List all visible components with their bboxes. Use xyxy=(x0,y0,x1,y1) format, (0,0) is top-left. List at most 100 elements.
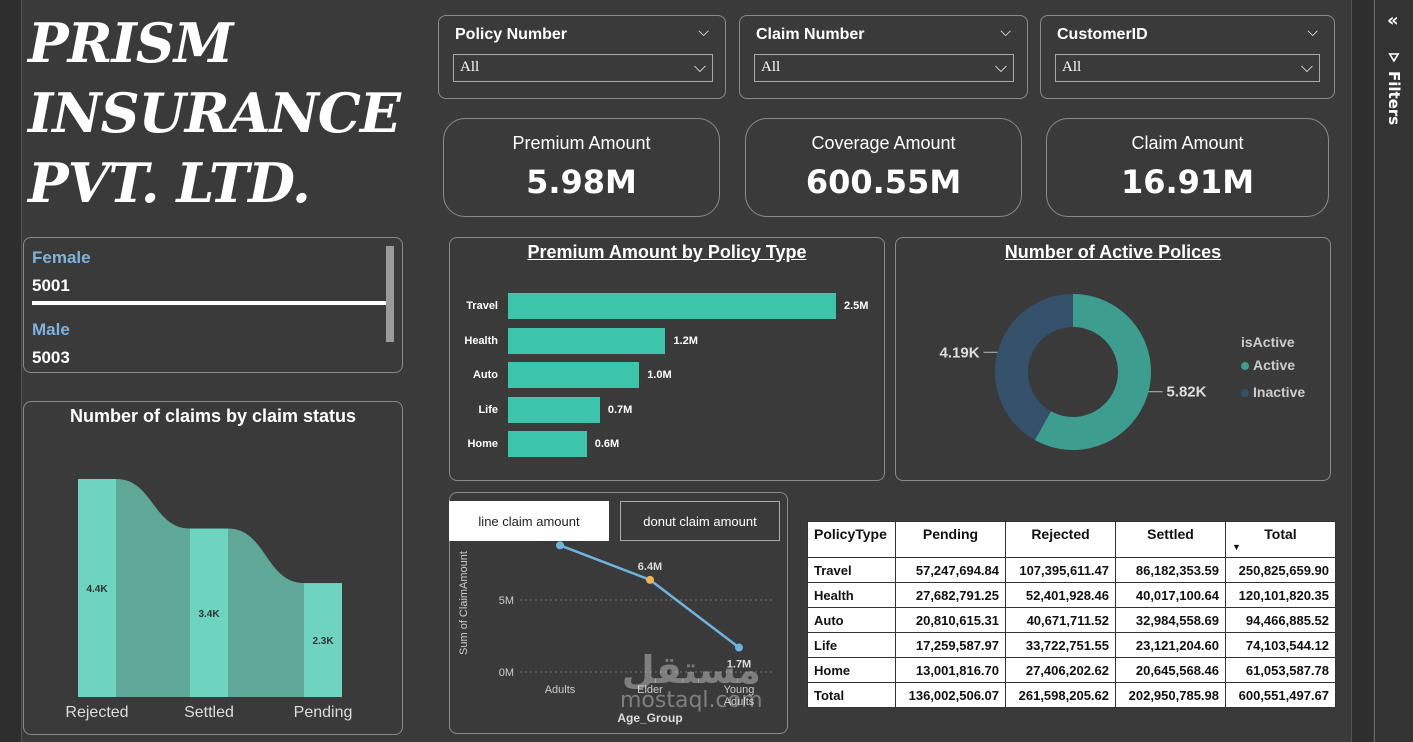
bar[interactable] xyxy=(304,583,342,697)
category-label: Settled xyxy=(184,704,234,721)
ribbon xyxy=(116,479,190,697)
table-cell: 74,103,544.12 xyxy=(1225,632,1336,658)
filters-label: Filters xyxy=(1385,71,1403,126)
legend-label: Active xyxy=(1253,357,1296,373)
table-cell: 33,722,751.55 xyxy=(1005,632,1116,658)
scrollbar[interactable] xyxy=(386,246,394,342)
bar[interactable] xyxy=(508,396,600,423)
kpi-premium-amount: Premium Amount 5.98M xyxy=(443,118,720,217)
sort-descending-icon[interactable]: ▼ xyxy=(1232,542,1241,552)
slicer-dropdown[interactable]: All ⌵ xyxy=(453,54,713,82)
table-cell: Total xyxy=(807,682,896,708)
y-tick-label: 5M xyxy=(499,595,514,607)
dropdown-arrow-icon[interactable]: ⌵ xyxy=(994,57,1007,76)
bar-value-label: 2.5M xyxy=(844,300,869,312)
x-tick-label: Young Adults xyxy=(724,684,755,708)
chevron-down-icon[interactable]: ⌵ xyxy=(1000,24,1011,40)
bar-value-label: 4.4K xyxy=(86,584,108,595)
active-policies-visual[interactable]: Number of Active Polices 5.82K 4.19K isAc… xyxy=(895,237,1331,481)
table-cell: Life xyxy=(807,632,896,658)
donut-slice[interactable] xyxy=(995,294,1073,441)
data-point[interactable] xyxy=(556,541,564,550)
bar[interactable] xyxy=(78,479,116,697)
watermark: مستقل mostaql.com xyxy=(620,650,763,712)
data-point[interactable] xyxy=(735,643,743,652)
slicer-policy-number[interactable]: Policy Number ⌵ All ⌵ xyxy=(438,15,726,99)
legend-item-active[interactable]: Active xyxy=(1241,357,1295,373)
slicer-value: All xyxy=(1062,59,1082,75)
kpi-label: Coverage Amount xyxy=(811,133,956,153)
point-value-label: 6.4M xyxy=(638,561,662,573)
table-cell: 32,984,558.69 xyxy=(1115,607,1226,633)
dropdown-arrow-icon[interactable]: ⌵ xyxy=(1300,57,1313,76)
donut-value-label: 4.19K xyxy=(940,344,980,361)
table-cell: Health xyxy=(807,582,896,608)
table-row: Auto 20,810,615.31 40,671,711.52 32,984,558… xyxy=(807,607,1336,633)
expand-chevron-icon[interactable]: « xyxy=(1387,10,1399,31)
bar-value-label: 0.6M xyxy=(594,438,620,450)
table-cell: 17,259,587.97 xyxy=(895,632,1006,658)
column-header[interactable]: PolicyType xyxy=(807,521,896,558)
chevron-down-icon[interactable]: ⌵ xyxy=(1307,24,1318,40)
gender-card[interactable]: Female 5001 Male 5003 xyxy=(23,237,403,373)
bar-value-label: 3.4K xyxy=(198,609,220,620)
point-value-label: 1.7M xyxy=(727,659,751,671)
slicer-title: Policy Number xyxy=(455,26,568,43)
slicer-customer-id[interactable]: CustomerID ⌵ All ⌵ xyxy=(1040,15,1335,99)
claims-matrix-table: PolicyType Pending Rejected Settled Total ▼ T… xyxy=(807,521,1336,708)
table-cell: 13,001,816.70 xyxy=(895,657,1006,683)
table-cell: 261,598,205.62 xyxy=(1005,682,1116,708)
company-line-2: INSURANCE xyxy=(28,81,401,145)
table-cell: 52,401,928.46 xyxy=(1005,582,1116,608)
bar-value-label: 1.2M xyxy=(673,334,698,347)
visual-title: Premium Amount by Policy Type xyxy=(527,242,807,262)
bar-category-label: Home xyxy=(467,438,498,450)
bar[interactable] xyxy=(508,327,666,354)
donut-slice[interactable] xyxy=(1034,294,1151,450)
legend-item-inactive[interactable]: Inactive xyxy=(1241,384,1305,400)
y-axis-title: Sum of ClaimAmount xyxy=(458,551,470,655)
table-cell: Travel xyxy=(807,557,896,583)
bar[interactable] xyxy=(190,528,228,697)
company-line-3: PVT. LTD. xyxy=(28,151,311,215)
slicer-claim-number[interactable]: Claim Number ⌵ All ⌵ xyxy=(739,15,1028,99)
tab-donut-claim-amount[interactable]: donut claim amount xyxy=(620,501,780,541)
column-header[interactable]: Settled xyxy=(1115,521,1226,558)
table-cell: 27,682,791.25 xyxy=(895,582,1006,608)
divider xyxy=(32,301,386,305)
claims-status-visual[interactable]: Number of claims by claim status 4.4K Rej… xyxy=(23,401,403,735)
filter-funnel-icon: ⛛ xyxy=(1386,52,1402,65)
slicer-title: Claim Number xyxy=(756,26,865,43)
filters-pane[interactable]: « ⛛ Filters xyxy=(1374,0,1413,742)
slicer-value: All xyxy=(761,59,781,75)
left-page-strip xyxy=(0,0,22,742)
table-header-row: PolicyType Pending Rejected Settled Total ▼ xyxy=(807,521,1336,558)
bar[interactable] xyxy=(508,431,587,457)
bar[interactable] xyxy=(508,362,640,388)
table-cell: Home xyxy=(807,657,896,683)
table-cell: 61,053,587.78 xyxy=(1225,657,1336,683)
table-cell: 40,017,100.64 xyxy=(1115,582,1226,608)
watermark-arabic: مستقل xyxy=(621,648,761,692)
chevron-down-icon[interactable]: ⌵ xyxy=(698,24,709,40)
filters-toggle[interactable]: ⛛ Filters xyxy=(1379,52,1409,142)
table-cell: 94,466,885.52 xyxy=(1225,607,1336,633)
column-header[interactable]: Total ▼ xyxy=(1225,521,1336,558)
tab-line-claim-amount[interactable]: line claim amount xyxy=(449,501,609,541)
column-header[interactable]: Pending xyxy=(895,521,1006,558)
bar[interactable] xyxy=(508,293,836,319)
table-row: Life 17,259,587.97 33,722,751.55 23,121,204… xyxy=(807,632,1336,658)
slicer-dropdown[interactable]: All ⌵ xyxy=(1055,54,1320,82)
column-header[interactable]: Rejected xyxy=(1005,521,1116,558)
dropdown-arrow-icon[interactable]: ⌵ xyxy=(693,57,706,76)
data-point[interactable] xyxy=(646,575,654,584)
gender-value-female: 5001 xyxy=(32,276,70,295)
right-page-strip xyxy=(1351,0,1373,742)
slicer-dropdown[interactable]: All ⌵ xyxy=(754,54,1014,82)
donut-value-label: 5.82K xyxy=(1166,384,1206,401)
premium-by-policy-type-visual[interactable]: Premium Amount by Policy Type Travel 2.5M… xyxy=(449,237,885,481)
table-cell: 40,671,711.52 xyxy=(1005,607,1116,633)
table-cell: 20,645,568.46 xyxy=(1115,657,1226,683)
visual-title: Number of Active Polices xyxy=(1004,242,1222,262)
